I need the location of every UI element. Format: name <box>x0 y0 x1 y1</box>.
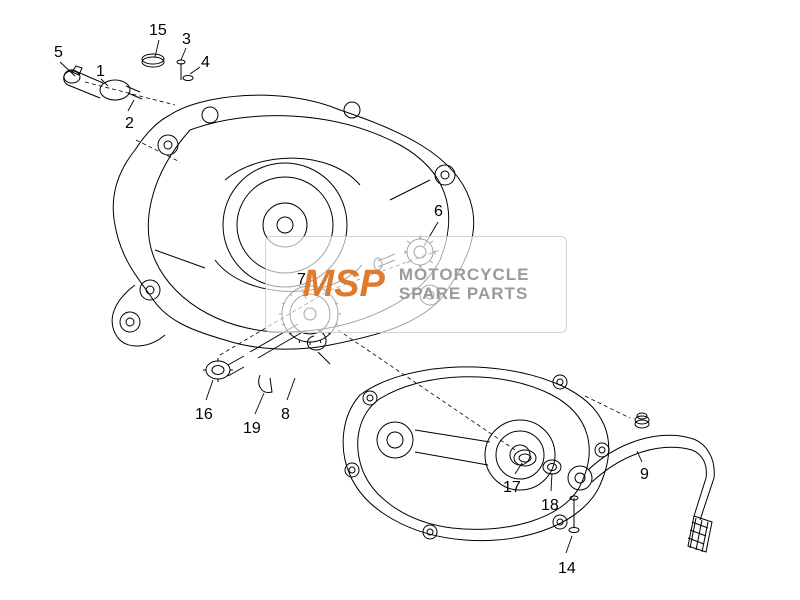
callout-17: 17 <box>503 479 521 497</box>
callout-15: 15 <box>149 22 167 40</box>
watermark: MSP MOTORCYCLE SPARE PARTS <box>265 236 567 333</box>
callout-2: 2 <box>125 115 134 133</box>
watermark-text: MOTORCYCLE SPARE PARTS <box>399 266 530 303</box>
callout-8: 8 <box>281 406 290 424</box>
callout-7: 7 <box>297 271 306 289</box>
callout-6: 6 <box>434 203 443 221</box>
clutch-cover <box>343 367 609 541</box>
watermark-logo: MSP <box>303 263 385 306</box>
callout-16: 16 <box>195 406 213 424</box>
starter-motor <box>64 54 193 100</box>
callout-4: 4 <box>201 54 210 72</box>
callout-1: 1 <box>96 63 105 81</box>
diagram-canvas: MSP MOTORCYCLE SPARE PARTS 5 1 15 2 34 6 7 16 19… <box>0 0 800 600</box>
callout-19: 19 <box>243 420 261 438</box>
callout-9: 9 <box>640 466 649 484</box>
callout-18: 18 <box>541 497 559 515</box>
callout-3: 3 <box>182 31 191 49</box>
callout-5: 5 <box>54 44 63 62</box>
callout-14: 14 <box>558 560 576 578</box>
